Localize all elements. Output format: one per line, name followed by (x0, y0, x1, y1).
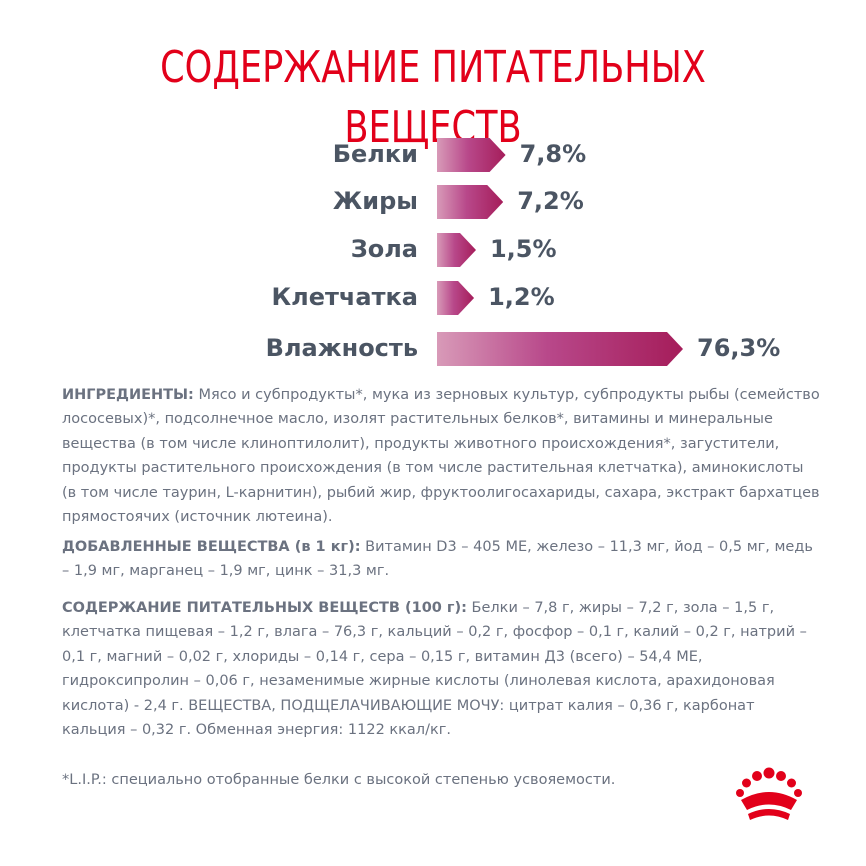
nutrient-label: Влажность (265, 334, 418, 362)
composition-section: СОДЕРЖАНИЕ ПИТАТЕЛЬНЫХ ВЕЩЕСТВ (100 г): … (62, 596, 822, 742)
additives-text: Витамин D3 – 405 МЕ, железо – 11,3 мг, й… (62, 539, 813, 580)
nutrient-row-fiber: Клетчатка 1,2% (0, 277, 866, 317)
nutrient-bar (437, 138, 506, 172)
additives-section: ДОБАВЛЕННЫЕ ВЕЩЕСТВА (в 1 кг): Витамин D… (62, 535, 822, 584)
nutrient-bar (437, 185, 504, 219)
nutrient-label: Клетчатка (271, 283, 418, 311)
nutrient-bar (437, 332, 683, 366)
nutrient-row-moisture: Влажность 76,3% (0, 328, 866, 368)
nutrient-bar (437, 233, 476, 267)
footnote: *L.I.P.: специально отобранные белки с в… (62, 772, 616, 788)
nutrient-row-ash: Зола 1,5% (0, 229, 866, 269)
nutrient-value: 7,8% (519, 140, 587, 168)
nutrient-value: 1,2% (488, 283, 555, 311)
nutrient-label: Белки (332, 140, 418, 168)
nutrient-row-protein: Белки 7,8% (0, 134, 866, 174)
nutrient-value: 76,3% (697, 334, 781, 362)
nutrient-chart: Белки 7,8% Жиры 7,2% Зола 1,5% Клетчатка… (0, 130, 866, 370)
nutrient-value: 1,5% (489, 235, 557, 263)
ingredients-section: ИНГРЕДИЕНТЫ: Мясо и субпродукты*, мука и… (62, 383, 822, 529)
ingredients-heading: ИНГРЕДИЕНТЫ: (62, 387, 194, 403)
composition-text: Белки – 7,8 г, жиры – 7,2 г, зола – 1,5 … (62, 600, 807, 739)
nutrient-value: 7,2% (517, 187, 584, 215)
nutrient-row-fat: Жиры 7,2% (0, 181, 866, 221)
page-title: СОДЕРЖАНИЕ ПИТАТЕЛЬНЫХ ВЕЩЕСТВ (160, 42, 706, 153)
nutrient-bar (437, 281, 475, 315)
composition-heading: СОДЕРЖАНИЕ ПИТАТЕЛЬНЫХ ВЕЩЕСТВ (100 г): (62, 600, 467, 616)
crown-icon (734, 766, 804, 826)
additives-heading: ДОБАВЛЕННЫЕ ВЕЩЕСТВА (в 1 кг): (62, 539, 361, 555)
nutrient-label: Жиры (332, 187, 418, 215)
ingredients-text: Мясо и субпродукты*, мука из зерновых ку… (62, 387, 820, 526)
nutrient-label: Зола (350, 235, 418, 263)
